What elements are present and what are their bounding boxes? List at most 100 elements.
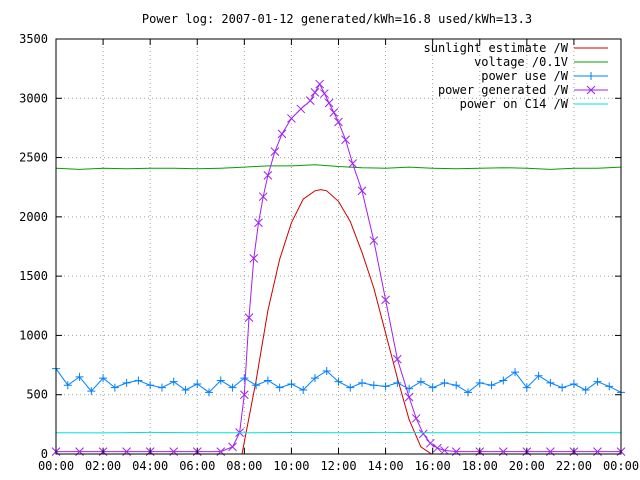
y-tick-label: 3000 bbox=[19, 91, 48, 105]
series-voltage-0-1v bbox=[55, 164, 622, 170]
data-point bbox=[157, 383, 166, 392]
x-tick-label: 00:00 bbox=[38, 459, 74, 473]
data-point bbox=[75, 372, 84, 381]
data-point bbox=[287, 380, 296, 389]
data-point bbox=[320, 89, 329, 98]
data-point bbox=[122, 378, 131, 387]
data-point bbox=[249, 254, 259, 263]
data-point bbox=[205, 388, 214, 397]
data-point bbox=[605, 382, 614, 391]
axis-ticks: 00:00 02:00 04:00 06:00 08:00 10:00 12:00 14:00… bbox=[19, 32, 639, 473]
data-point bbox=[522, 383, 531, 392]
data-point bbox=[252, 381, 261, 390]
data-point bbox=[263, 376, 272, 385]
data-point bbox=[310, 374, 319, 383]
data-point bbox=[324, 98, 334, 108]
data-point bbox=[393, 378, 402, 387]
y-tick-label: 1500 bbox=[19, 269, 48, 283]
y-tick-label: 0 bbox=[41, 447, 48, 461]
series-layer bbox=[51, 79, 626, 456]
data-point bbox=[369, 236, 379, 245]
data-point bbox=[216, 376, 225, 385]
x-tick-label: 22:00 bbox=[556, 459, 592, 473]
data-point bbox=[348, 159, 357, 168]
data-point bbox=[299, 385, 308, 394]
legend-item: power generated /W bbox=[438, 83, 608, 97]
y-tick-label: 2500 bbox=[19, 151, 48, 165]
x-tick-label: 04:00 bbox=[132, 459, 168, 473]
data-point bbox=[193, 380, 202, 389]
data-point bbox=[240, 374, 249, 383]
data-point bbox=[346, 383, 355, 392]
legend-label: voltage /0.1V bbox=[474, 55, 568, 69]
x-tick-label: 06:00 bbox=[179, 459, 215, 473]
data-point bbox=[546, 378, 555, 387]
legend-label: sunlight estimate /W bbox=[424, 41, 569, 55]
data-point bbox=[99, 374, 108, 383]
x-tick-label: 08:00 bbox=[226, 459, 262, 473]
series-line bbox=[55, 431, 621, 434]
y-tick-label: 1000 bbox=[19, 328, 48, 342]
chart-title: Power log: 2007-01-12 generated/kWh=16.8… bbox=[142, 12, 532, 26]
data-point bbox=[381, 382, 390, 391]
data-point bbox=[381, 295, 390, 305]
data-point bbox=[357, 186, 367, 196]
x-tick-label: 14:00 bbox=[368, 459, 404, 473]
legend-item: voltage /0.1V bbox=[474, 55, 608, 69]
x-tick-label: 10:00 bbox=[273, 459, 309, 473]
series-line bbox=[55, 164, 622, 170]
legend-label: power generated /W bbox=[438, 83, 569, 97]
data-point bbox=[334, 377, 343, 386]
data-point bbox=[475, 378, 484, 387]
legend-item: sunlight estimate /W bbox=[424, 41, 608, 55]
legend-marker bbox=[587, 72, 595, 80]
data-point bbox=[270, 147, 280, 156]
series-sunlight-estimate-w bbox=[241, 189, 432, 455]
data-point bbox=[440, 446, 449, 455]
legend-item: power on C14 /W bbox=[460, 97, 608, 111]
data-point bbox=[369, 381, 378, 390]
data-point bbox=[487, 381, 496, 390]
data-point bbox=[310, 88, 320, 97]
data-point bbox=[254, 218, 263, 228]
data-point bbox=[228, 383, 237, 392]
data-point bbox=[393, 354, 402, 364]
y-tick-label: 2000 bbox=[19, 210, 48, 224]
x-tick-label: 12:00 bbox=[320, 459, 356, 473]
series-power-generated-w bbox=[51, 79, 626, 456]
data-point bbox=[287, 114, 296, 123]
data-point bbox=[258, 192, 268, 202]
x-tick-label: 00:00 bbox=[603, 459, 639, 473]
data-point bbox=[358, 378, 367, 387]
data-point bbox=[277, 129, 287, 139]
series-power-use-w bbox=[52, 364, 625, 397]
data-point bbox=[169, 377, 178, 386]
x-tick-label: 20:00 bbox=[509, 459, 545, 473]
data-point bbox=[146, 381, 155, 390]
data-point bbox=[428, 383, 437, 392]
data-point bbox=[134, 376, 143, 385]
series-line bbox=[241, 189, 432, 455]
series-power-on-c14-w bbox=[55, 431, 621, 434]
data-point bbox=[239, 390, 249, 400]
data-point bbox=[581, 385, 590, 394]
data-point bbox=[411, 414, 421, 423]
legend-marker bbox=[586, 85, 596, 95]
data-point bbox=[329, 108, 339, 117]
data-point bbox=[296, 104, 306, 114]
data-point bbox=[569, 380, 578, 389]
data-point bbox=[110, 383, 119, 392]
data-point bbox=[463, 388, 472, 397]
y-tick-label: 3500 bbox=[19, 32, 48, 46]
data-point bbox=[499, 376, 508, 385]
legend-label: power use /W bbox=[481, 69, 568, 83]
data-point bbox=[404, 392, 414, 402]
data-point bbox=[322, 367, 331, 375]
data-point bbox=[452, 381, 461, 390]
x-tick-label: 02:00 bbox=[85, 459, 121, 473]
data-point bbox=[593, 377, 602, 386]
data-point bbox=[181, 385, 190, 394]
data-point bbox=[263, 171, 273, 180]
